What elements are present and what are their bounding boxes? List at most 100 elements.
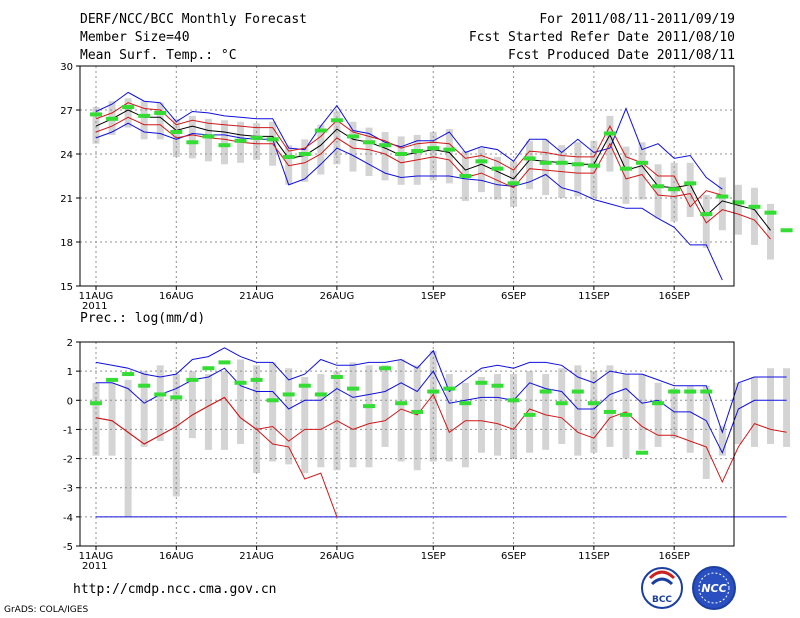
prec-spread-line [95, 393, 787, 484]
temp-frame [79, 65, 735, 287]
temp-range-bar [220, 120, 228, 165]
prec-xtick-label: 16AUG [159, 551, 194, 562]
source-url: http://cmdp.ncc.cma.gov.cn [73, 582, 277, 597]
temp-range-bar [542, 139, 550, 196]
temp-spread-line [95, 102, 723, 208]
prec-range-bar [574, 365, 582, 456]
prec-panel-title: Prec.: log(mm/d) [80, 311, 205, 326]
prec-range-bar [349, 362, 357, 468]
prec-range-bar [654, 382, 662, 447]
temp-range-bar [381, 132, 389, 181]
temp-range-bar [92, 107, 100, 144]
prec-range-bar [269, 362, 277, 462]
prec-xtick-label: 1SEP [421, 551, 446, 562]
logos: BCC NCC [641, 566, 736, 610]
prec-ytick-label: 1 [67, 367, 73, 378]
prec-range-bar [301, 376, 309, 474]
prec-xtick-label: 16SEP [658, 551, 689, 562]
temp-range-bar [767, 203, 775, 260]
prec-ytick-label: -3 [63, 484, 73, 495]
temp-xtick-label: 11SEP [578, 291, 609, 302]
temp-extreme-line [95, 122, 723, 281]
prec-range-bar [397, 359, 405, 462]
temp-range-bar [188, 115, 196, 159]
prec-range-bar [477, 376, 485, 453]
temp-xtick-label: 21AUG [239, 291, 274, 302]
temp-extreme-line [95, 91, 723, 190]
prec-xtick-label: 26AUG [320, 551, 355, 562]
grads-credit: GrADS: COLA/IGES [4, 605, 89, 615]
prec-range-bar [510, 374, 518, 459]
temp-ytick-label: 21 [60, 194, 73, 205]
temp-range-bar [574, 142, 582, 197]
prec-ytick-label: 0 [67, 396, 73, 407]
prec-ytick-label: -4 [63, 513, 73, 524]
prec-range-bar [606, 365, 614, 447]
variable-label: Mean Surf. Temp.: °C [80, 48, 237, 63]
prec-range-bar [590, 371, 598, 453]
prec-range-bar [702, 385, 710, 479]
temp-range-bar [734, 184, 742, 235]
prec-extreme-line [95, 347, 787, 434]
prec-frame [79, 341, 735, 547]
prec-range-bar [108, 382, 116, 456]
forecast-start-date: Fcst Started Refer Date 2011/08/10 [468, 30, 735, 45]
prec-range-bar [445, 374, 453, 462]
temp-range-bar [477, 148, 485, 193]
prec-range-bar [317, 374, 325, 468]
prec-range-bar [285, 368, 293, 465]
prec-range-bar [140, 371, 148, 447]
prec-range-bar [124, 379, 132, 517]
prec-xtick-label: 11SEP [578, 551, 609, 562]
temp-range-bar [156, 102, 164, 140]
prec-range-bar [558, 368, 566, 444]
forecast-produced-date: Fcst Produced Date 2011/08/11 [508, 48, 735, 63]
prec-range-bar [365, 365, 373, 468]
prec-range-bar [767, 368, 775, 444]
temp-ytick-label: 30 [60, 62, 73, 73]
temp-range-bar [638, 142, 646, 200]
temp-range-bar [590, 140, 598, 198]
prec-range-bar [156, 365, 164, 442]
temp-range-bar [204, 118, 212, 162]
prec-range-bar [237, 359, 245, 444]
temp-xtick-label: 6SEP [501, 291, 526, 302]
chart-title: DERF/NCC/BCC Monthly Forecast [80, 12, 307, 27]
temp-range-bar [317, 124, 325, 175]
temp-range-bar [686, 162, 694, 218]
temp-range-bar [140, 101, 148, 140]
temp-xtick-label: 26AUG [320, 291, 355, 302]
prec-range-bar [92, 382, 100, 456]
prec-range-bar [429, 350, 437, 462]
prec-range-bar [783, 368, 791, 447]
temp-range-bar [365, 127, 373, 176]
prec-xtick-label: 11AUG [79, 551, 114, 562]
temp-range-bar [718, 177, 726, 231]
prec-range-bar [542, 374, 550, 450]
prec-xtick-label: 6SEP [501, 551, 526, 562]
prec-range-bar [220, 371, 228, 450]
prec-range-bar [204, 374, 212, 450]
temp-xtick-label: 16SEP [658, 291, 689, 302]
bcc-logo-text: BCC [652, 595, 672, 605]
prec-range-bar [734, 382, 742, 444]
temp-ytick-label: 24 [60, 150, 73, 161]
temp-ytick-label: 18 [60, 238, 73, 249]
prec-range-bar [718, 426, 726, 456]
temp-range-bar [654, 164, 662, 219]
temp-range-bar [124, 98, 132, 128]
prec-extreme-line [96, 367, 787, 454]
chart-panel-prec: -5 -4 -3 -2 -1 0 1 2 11AUG 16AUG 21AUG 26AUG 1SEP 6SE… [63, 311, 791, 572]
prec-range-bar [686, 385, 694, 453]
temp-ytick-label: 27 [60, 106, 73, 117]
prec-spread-line [95, 396, 338, 518]
temp-range-bar [622, 146, 630, 204]
temp-range-bar [445, 129, 453, 184]
temp-xtick-label: 1SEP [421, 291, 446, 302]
prec-xtick-label: 21AUG [239, 551, 274, 562]
temp-range-bar [301, 139, 309, 182]
prec-ytick-label: -2 [63, 455, 73, 466]
temp-range-bar [702, 195, 710, 248]
prec-range-bar [750, 376, 758, 447]
